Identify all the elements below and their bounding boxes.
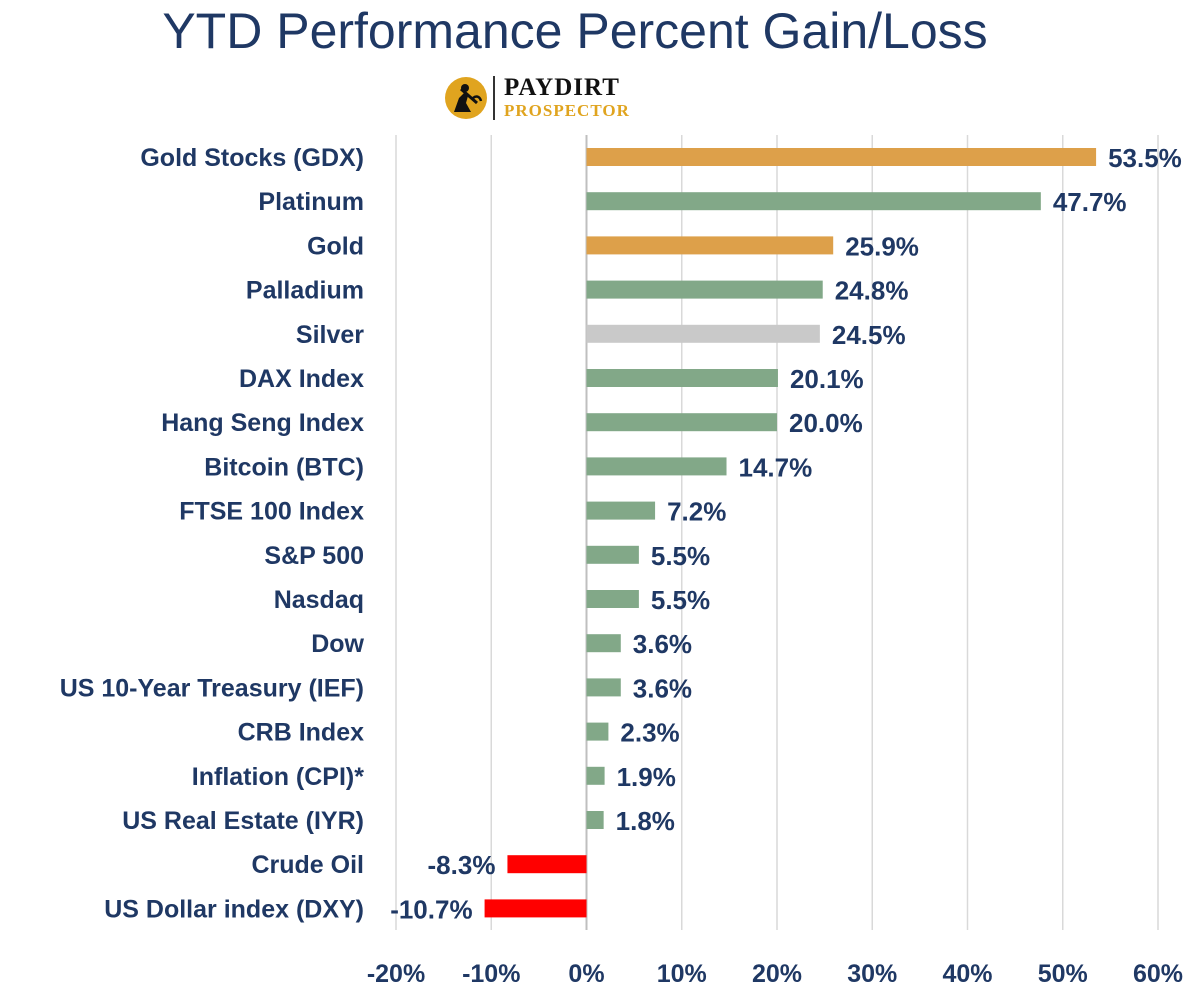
category-labels: Gold Stocks (GDX) Platinum Gold Palladium Si…: [60, 144, 365, 923]
value-label: 3.6%: [633, 673, 692, 703]
gridlines: [395, 135, 1159, 930]
value-label: -8.3%: [428, 850, 496, 880]
category-label: CRB Index: [238, 719, 365, 747]
x-tick-label: 30%: [847, 960, 897, 988]
bar: [586, 501, 656, 520]
miner-pickaxe-icon: [445, 77, 487, 119]
category-label: Dow: [311, 630, 364, 658]
bar: [586, 192, 1041, 211]
x-tick-label: 40%: [942, 960, 992, 988]
value-label: 7.2%: [667, 497, 726, 527]
category-label: Gold: [307, 232, 364, 260]
value-label: 1.8%: [616, 806, 675, 836]
paydirt-prospector-logo: PAYDIRT PROSPECTOR: [444, 74, 674, 124]
category-label: US Dollar index (DXY): [104, 895, 364, 923]
bar: [586, 148, 1097, 166]
bar: [586, 280, 823, 299]
x-tick-label: -10%: [462, 960, 520, 988]
category-label: Palladium: [246, 277, 364, 305]
bar: [586, 545, 639, 564]
bar: [586, 413, 777, 432]
category-label: Crude Oil: [251, 851, 364, 879]
bar: [586, 324, 820, 343]
bar: [507, 855, 587, 874]
logo-wordmark-bottom: PROSPECTOR: [504, 101, 630, 120]
category-label: US Real Estate (IYR): [122, 807, 364, 835]
x-tick-label: 60%: [1133, 960, 1183, 988]
x-axis-tick-labels: -20% -10% 0% 10% 20% 30% 40% 50% 60%: [367, 960, 1183, 988]
value-label: 53.5%: [1108, 143, 1182, 173]
category-label: Platinum: [258, 188, 364, 216]
category-label: Silver: [296, 321, 364, 349]
category-label: Nasdaq: [274, 586, 364, 614]
value-label: 2.3%: [620, 718, 679, 748]
bar: [586, 678, 621, 697]
value-label: 1.9%: [617, 762, 676, 792]
value-labels: 53.5% 47.7% 25.9% 24.8% 24.5% 20.1% 20.0% 14.7%…: [390, 143, 1182, 924]
x-tick-label: 20%: [752, 960, 802, 988]
value-label: 3.6%: [633, 629, 692, 659]
value-label: 14.7%: [739, 452, 813, 482]
value-label: 24.5%: [832, 320, 906, 350]
category-label: Inflation (CPI)*: [192, 763, 364, 791]
category-label: Gold Stocks (GDX): [140, 144, 364, 172]
bar: [586, 457, 727, 476]
bars: [484, 148, 1097, 918]
category-label: Hang Seng Index: [161, 409, 364, 437]
bar: [484, 899, 587, 918]
category-label: DAX Index: [239, 365, 364, 393]
bar: [586, 236, 834, 255]
value-label: 24.8%: [835, 276, 909, 306]
bar: [586, 634, 621, 653]
category-label: S&P 500: [264, 542, 364, 570]
bar: [586, 722, 609, 741]
value-label: -10.7%: [390, 894, 472, 924]
x-tick-label: 0%: [568, 960, 604, 988]
value-label: 25.9%: [845, 231, 919, 261]
x-tick-label: 50%: [1038, 960, 1088, 988]
logo-divider: [493, 76, 495, 120]
logo-wordmark-top: PAYDIRT: [504, 74, 620, 101]
category-label: US 10-Year Treasury (IEF): [60, 674, 364, 702]
value-label: 5.5%: [651, 585, 710, 615]
chart-title: YTD Performance Percent Gain/Loss: [162, 3, 988, 59]
category-label: FTSE 100 Index: [179, 498, 364, 526]
bar: [586, 590, 639, 608]
bar: [586, 369, 778, 387]
x-tick-label: 10%: [657, 960, 707, 988]
x-tick-label: -20%: [367, 960, 425, 988]
bar: [586, 811, 604, 829]
value-label: 20.0%: [789, 408, 863, 438]
value-label: 5.5%: [651, 541, 710, 571]
value-label: 47.7%: [1053, 187, 1127, 217]
category-label: Bitcoin (BTC): [204, 453, 364, 481]
bar: [586, 766, 605, 785]
value-label: 20.1%: [790, 364, 864, 394]
